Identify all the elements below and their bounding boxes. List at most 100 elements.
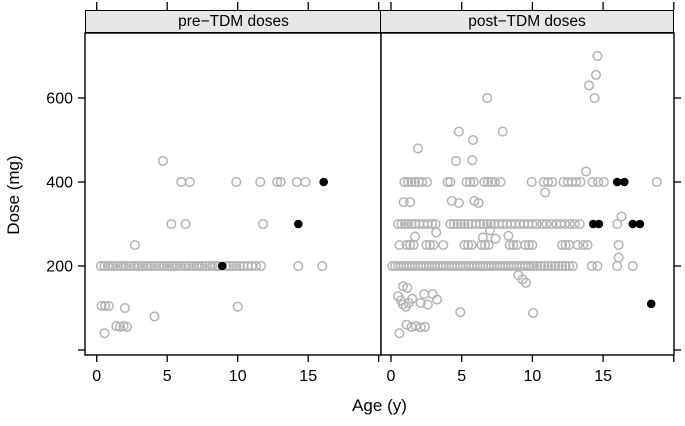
data-point-filled: [217, 261, 227, 271]
data-point-open: [255, 176, 266, 188]
data-point-open: [118, 260, 129, 272]
data-point-open: [143, 260, 154, 272]
data-point-open: [96, 300, 107, 311]
data-point-open: [197, 260, 208, 272]
data-point-open: [448, 218, 459, 230]
data-point-open: [616, 211, 627, 222]
x-tick-label: 10: [524, 368, 542, 385]
data-point-open: [108, 260, 119, 272]
data-point-open: [452, 218, 463, 230]
data-point-open: [476, 239, 487, 251]
data-point-open: [405, 239, 416, 251]
data-point-open: [250, 260, 262, 272]
data-point-open: [157, 155, 169, 167]
data-point-filled: [594, 219, 604, 229]
data-point-open: [180, 218, 191, 230]
data-point-open: [525, 260, 537, 272]
strip-label-post-tdm: post−TDM doses: [468, 12, 586, 30]
data-point-open: [564, 260, 575, 272]
data-point-open: [422, 299, 433, 310]
data-point-open: [228, 260, 239, 272]
panel-border: [84, 32, 382, 356]
data-point-open: [547, 176, 558, 188]
data-point-open: [613, 239, 624, 251]
data-point-open: [393, 218, 404, 230]
data-point-open: [159, 260, 170, 272]
data-point-open: [508, 239, 519, 251]
data-point-open: [483, 239, 494, 251]
data-point-open: [582, 239, 593, 251]
data-point-open: [194, 260, 205, 272]
data-point-open: [184, 260, 195, 272]
data-point-filled: [319, 177, 329, 187]
data-point-open: [598, 176, 609, 188]
data-point-open: [490, 233, 501, 244]
data-point-open: [453, 197, 464, 209]
data-point-open: [581, 166, 592, 177]
data-point-open: [293, 260, 304, 272]
data-point-open: [478, 218, 489, 230]
data-point-open: [459, 218, 470, 230]
data-point-open: [408, 239, 419, 251]
data-point-open: [592, 260, 603, 272]
data-point-open: [497, 126, 508, 137]
data-point-open: [503, 230, 514, 241]
data-point-open: [131, 260, 142, 272]
data-point-open: [95, 260, 106, 272]
data-point-open: [542, 176, 554, 188]
x-tick-label: 15: [299, 368, 317, 385]
data-point-open: [540, 187, 551, 198]
data-point-open: [405, 197, 416, 208]
data-point-open: [589, 92, 600, 104]
data-point-open: [651, 176, 662, 188]
data-point-open: [231, 176, 242, 188]
series-black-filled-circles: [588, 177, 656, 309]
data-point-open: [523, 239, 534, 251]
data-point-open: [572, 239, 583, 251]
data-point-open: [455, 307, 466, 318]
data-point-open: [184, 176, 195, 188]
data-point-open: [419, 321, 430, 332]
data-point-open: [422, 176, 433, 188]
strip-label-pre-tdm: pre−TDM doses: [178, 12, 289, 30]
data-point-filled: [612, 177, 622, 187]
data-point-open: [528, 260, 539, 272]
data-point-open: [495, 176, 506, 188]
panel-strip-pre-tdm: pre−TDM doses: [85, 10, 382, 33]
data-point-open: [105, 260, 116, 272]
data-point-open: [399, 176, 410, 188]
data-point-open: [520, 239, 531, 251]
data-point-open: [485, 218, 496, 230]
data-point-open: [415, 297, 426, 309]
data-point-open: [467, 134, 479, 146]
data-point-open: [470, 218, 481, 230]
y-tick-label: 400: [46, 175, 73, 192]
data-point-open: [482, 218, 493, 230]
data-point-open: [396, 218, 407, 230]
data-point-open: [528, 307, 539, 319]
y-tick-label: 200: [46, 259, 73, 276]
data-point-open: [532, 260, 543, 272]
data-point-open: [463, 239, 474, 251]
data-point-open: [394, 239, 405, 251]
x-tick-label: 0: [92, 368, 101, 385]
data-point-open: [398, 197, 409, 208]
data-point-open: [172, 260, 183, 272]
data-point-open: [417, 176, 428, 188]
data-point-open: [397, 299, 409, 310]
data-point-open: [402, 218, 414, 230]
data-point-open: [121, 260, 132, 272]
x-tick-label: 10: [229, 368, 247, 385]
data-point-filled: [620, 177, 629, 187]
x-tick-label: 0: [387, 368, 396, 385]
data-point-open: [421, 239, 432, 251]
series-gray-open-circles: [387, 50, 662, 339]
data-point-open: [564, 218, 575, 230]
data-point-open: [592, 50, 603, 62]
data-point-open: [394, 328, 405, 339]
data-point-open: [593, 176, 604, 188]
data-point-open: [442, 176, 453, 188]
series-gray-open-circles: [95, 155, 328, 339]
data-point-open: [467, 155, 478, 166]
